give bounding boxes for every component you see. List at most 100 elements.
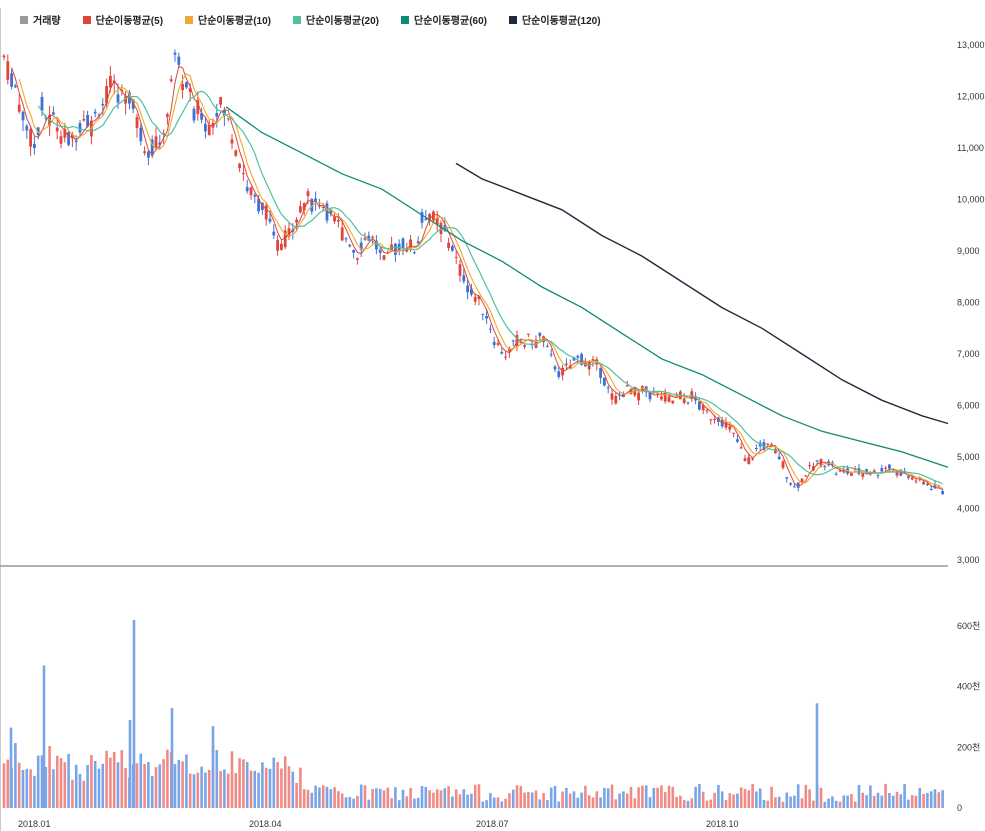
price-tick-label: 12,000: [957, 92, 985, 102]
candle-body: [318, 205, 321, 207]
volume-bar: [755, 791, 758, 808]
candle-body: [580, 353, 583, 365]
candle-body: [527, 333, 530, 335]
volume-bar: [135, 763, 139, 808]
volume-bar: [576, 797, 580, 808]
candle-body: [895, 470, 899, 476]
volume-bar: [785, 792, 789, 808]
candle-body: [21, 111, 25, 121]
volume-bar: [371, 788, 374, 808]
volume-bar: [223, 769, 226, 808]
volume-bar: [78, 773, 82, 808]
volume-bar: [356, 795, 359, 808]
candle-body: [10, 73, 13, 87]
candle-body: [325, 203, 329, 221]
volume-bar: [215, 750, 219, 808]
candle-body: [481, 313, 485, 315]
volume-bar: [637, 787, 640, 808]
volume-bar: [147, 762, 150, 808]
legend-label: 거래량: [33, 16, 61, 27]
candle-body: [215, 113, 219, 117]
legend-item-4[interactable]: 단순이동평균(60): [401, 12, 487, 27]
candle-body: [625, 385, 629, 387]
volume-bar: [52, 769, 55, 808]
volume-bar: [348, 796, 352, 808]
volume-bar: [542, 792, 545, 808]
volume-bar: [682, 799, 686, 808]
volume-bar: [29, 769, 32, 808]
candle-body: [500, 352, 504, 354]
candle-body: [853, 469, 857, 471]
legend-item-3[interactable]: 단순이동평균(20): [293, 12, 379, 27]
volume-bar: [656, 787, 659, 808]
candle-body: [538, 332, 542, 336]
volume-bar: [584, 785, 587, 808]
candle-body: [451, 246, 454, 251]
candle-body: [447, 242, 450, 249]
volume-bar: [261, 762, 264, 808]
candle-body: [420, 212, 424, 223]
legend-item-0[interactable]: 거래량: [20, 12, 61, 27]
candle-body: [306, 191, 310, 196]
volume-bar: [466, 794, 469, 808]
candle-body: [701, 405, 705, 411]
volume-bar: [728, 793, 732, 808]
volume-bar: [375, 788, 378, 808]
volume-bar: [401, 789, 405, 808]
candle-body: [116, 94, 120, 103]
volume-bar: [762, 799, 766, 808]
candle-body: [207, 124, 211, 136]
candle-body: [834, 473, 838, 475]
volume-spike-bar: [211, 726, 215, 808]
candle-body: [823, 466, 827, 468]
volume-bar: [458, 794, 462, 808]
volume-bar: [827, 798, 830, 808]
candle-body: [295, 219, 298, 223]
volume-bar: [922, 793, 925, 808]
volume-bar: [55, 755, 59, 808]
volume-bar: [166, 749, 169, 808]
volume-bar: [120, 750, 124, 808]
volume-bar: [340, 793, 344, 808]
volume-bar: [618, 793, 621, 808]
candle-body: [101, 104, 105, 106]
candle-body: [804, 475, 808, 477]
volume-bar: [200, 766, 203, 808]
volume-bar: [861, 792, 865, 808]
candle-body: [40, 96, 44, 111]
price-tick-label: 7,000: [957, 349, 980, 359]
volume-bar: [245, 762, 249, 808]
volume-bar: [162, 759, 165, 808]
legend-item-2[interactable]: 단순이동평균(10): [185, 12, 271, 27]
volume-bar: [492, 797, 496, 808]
candle-body: [367, 235, 371, 241]
candle-body: [93, 111, 97, 114]
candle-body: [82, 119, 86, 121]
volume-bar: [226, 773, 230, 808]
volume-tick-label: 400천: [957, 682, 980, 692]
volume-bar: [629, 787, 633, 808]
price-tick-label: 8,000: [957, 298, 980, 308]
x-tick-label: 2018.07: [476, 819, 509, 829]
volume-bar: [557, 801, 561, 808]
candle-body: [371, 236, 374, 238]
volume-bar: [6, 759, 10, 808]
volume-bar: [363, 785, 367, 808]
price-tick-label: 10,000: [957, 195, 985, 205]
volume-tick-label: 200천: [957, 742, 980, 752]
candle-body: [147, 151, 150, 158]
candle-body: [33, 143, 36, 148]
candle-body: [690, 391, 694, 399]
volume-bar: [93, 760, 97, 808]
candle-body: [63, 128, 67, 138]
volume-bar: [648, 797, 652, 808]
legend-item-1[interactable]: 단순이동평균(5): [82, 12, 163, 27]
volume-bar: [71, 779, 74, 808]
candle-body: [14, 85, 17, 88]
candle-body: [36, 127, 40, 136]
legend-item-5[interactable]: 단순이동평균(120): [508, 12, 601, 27]
candle-body: [238, 163, 241, 169]
candle-body: [648, 392, 652, 400]
volume-bar: [804, 784, 808, 808]
volume-bar: [732, 794, 735, 808]
